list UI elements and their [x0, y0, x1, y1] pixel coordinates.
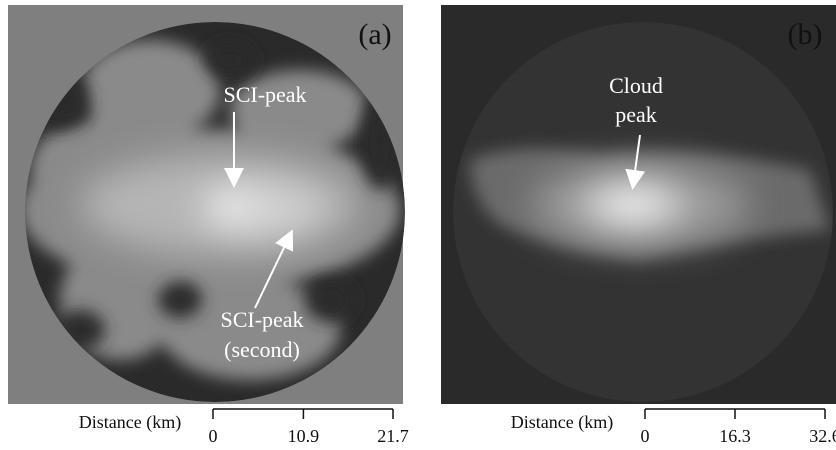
scale-tick-label: 32.6	[809, 426, 836, 446]
scale-tick-label: 10.9	[288, 426, 320, 446]
annotation: SCI-peak	[223, 82, 306, 107]
annotation: (second)	[224, 337, 300, 362]
scale-tick-label: 21.7	[377, 426, 409, 446]
scale-tick-label: 0	[209, 426, 218, 446]
panel-label: (b)	[788, 18, 823, 51]
scale-tick-label: 16.3	[719, 426, 751, 446]
panel-a: (a) SCI-peak SCI-peak (second)	[8, 5, 405, 404]
annotation: Cloud	[609, 73, 663, 98]
panel-label: (a)	[358, 18, 391, 51]
annotation: SCI-peak	[220, 307, 303, 332]
figure: (a) SCI-peak SCI-peak (second) (b) Cloud…	[0, 0, 836, 450]
scale-tick-label: 0	[641, 426, 650, 446]
annotation: peak	[615, 102, 657, 127]
panel-b: (b) Cloud peak	[441, 5, 836, 404]
scale-title: Distance (km)	[79, 412, 181, 433]
scale-title: Distance (km)	[511, 412, 613, 433]
